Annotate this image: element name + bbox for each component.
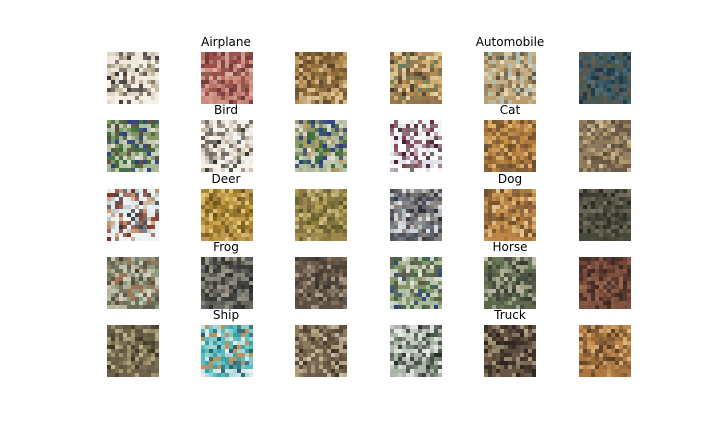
thumbnail-image xyxy=(390,120,442,172)
thumbnail-image xyxy=(390,52,442,104)
group-title-cat: Cat xyxy=(499,103,521,117)
thumbnail-image xyxy=(201,120,253,172)
thumbnail-image xyxy=(579,52,631,104)
thumbnail-image xyxy=(484,189,536,241)
group-title-ship: Ship xyxy=(212,308,240,322)
group-title-bird: Bird xyxy=(214,103,238,117)
thumbnail-image xyxy=(390,325,442,377)
thumbnail-image xyxy=(484,325,536,377)
thumbnail-image xyxy=(579,325,631,377)
thumbnail-image xyxy=(295,189,347,241)
thumbnail-image xyxy=(390,189,442,241)
thumbnail-image xyxy=(107,52,159,104)
thumbnail-image xyxy=(484,52,536,104)
thumbnail-image xyxy=(107,189,159,241)
group-title-airplane: Airplane xyxy=(201,35,251,49)
thumbnail-image xyxy=(390,257,442,309)
thumbnail-image xyxy=(484,257,536,309)
group-title-truck: Truck xyxy=(494,308,526,322)
thumbnail-image xyxy=(295,325,347,377)
group-title-dog: Dog xyxy=(497,172,523,186)
thumbnail-image xyxy=(107,325,159,377)
group-title-automobile: Automobile xyxy=(475,35,545,49)
thumbnail-image xyxy=(579,120,631,172)
thumbnail-image xyxy=(201,189,253,241)
thumbnail-image xyxy=(201,52,253,104)
thumbnail-image xyxy=(295,120,347,172)
thumbnail-image xyxy=(579,257,631,309)
thumbnail-image xyxy=(107,257,159,309)
thumbnail-image xyxy=(201,325,253,377)
thumbnail-image xyxy=(295,257,347,309)
thumbnail-image xyxy=(107,120,159,172)
thumbnail-image xyxy=(484,120,536,172)
group-title-horse: Horse xyxy=(492,240,528,254)
group-title-deer: Deer xyxy=(211,172,241,186)
thumbnail-image xyxy=(295,52,347,104)
thumbnail-image xyxy=(201,257,253,309)
thumbnail-image xyxy=(579,189,631,241)
group-title-frog: Frog xyxy=(213,240,239,254)
